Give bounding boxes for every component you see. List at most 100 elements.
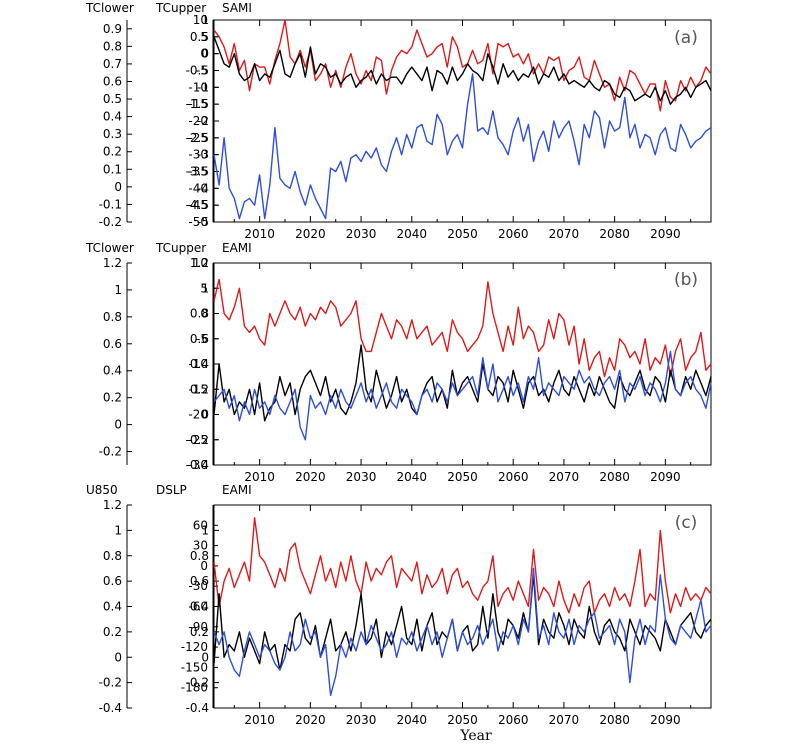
y-tick-label: -0.2 xyxy=(186,433,209,447)
x-tick-label: 2070 xyxy=(549,713,580,727)
y-tick-label: 30 xyxy=(193,539,208,553)
y-tick-label: -35 xyxy=(188,165,208,179)
y-tick-label: -0.2 xyxy=(99,676,122,690)
y-tick-label: -50 xyxy=(188,215,208,229)
y-tick-label: -15 xyxy=(188,382,208,396)
y-tick-label: 0.4 xyxy=(103,600,122,614)
x-tick-label: 2080 xyxy=(599,713,630,727)
y-tick-label: 0.6 xyxy=(103,574,122,588)
y-tick-label: 0 xyxy=(200,307,208,321)
y-tick-label: -30 xyxy=(188,579,208,593)
x-tick-label: 2040 xyxy=(397,713,428,727)
axis-header: EAMI xyxy=(222,241,252,255)
series-line-red xyxy=(213,19,712,112)
y-tick-label: 0.6 xyxy=(103,337,122,351)
y-tick-label: 0 xyxy=(114,650,122,664)
y-tick-label: 1.2 xyxy=(103,498,122,512)
x-tick-label: 2040 xyxy=(397,470,428,484)
y-tick-label: -10 xyxy=(188,80,208,94)
y-tick-label: 0.2 xyxy=(103,145,122,159)
y-tick-label: -0.5 xyxy=(186,64,209,78)
x-tick-label: 2040 xyxy=(397,227,428,241)
x-tick-label: 2020 xyxy=(295,470,326,484)
x-tick-label: 2030 xyxy=(346,470,377,484)
y-tick-label: -180 xyxy=(181,681,208,695)
y-tick-label: 1 xyxy=(114,283,122,297)
x-tick-label: 2010 xyxy=(244,713,275,727)
x-tick-label: 2050 xyxy=(447,227,478,241)
y-tick-label: -25 xyxy=(188,433,208,447)
y-tick-label: 0.7 xyxy=(103,57,122,71)
y-tick-label: 1.2 xyxy=(103,256,122,270)
x-tick-label: 2060 xyxy=(498,227,529,241)
axis-header: TClower xyxy=(85,1,134,15)
y-tick-label: 1.2 xyxy=(190,256,209,270)
y-tick-label: 0.3 xyxy=(103,127,122,141)
y-tick-label: -20 xyxy=(188,114,208,128)
x-tick-label: 2020 xyxy=(295,227,326,241)
x-tick-label: 2010 xyxy=(244,470,275,484)
series-line-blue xyxy=(213,73,712,220)
x-tick-label: 2030 xyxy=(346,227,377,241)
y-tick-label: 0 xyxy=(201,47,209,61)
y-tick-label: 0 xyxy=(114,418,122,432)
y-tick-label: 0.4 xyxy=(190,600,209,614)
y-tick-label: -90 xyxy=(188,620,208,634)
x-tick-label: 2090 xyxy=(650,227,681,241)
x-tick-label: 2070 xyxy=(549,470,580,484)
y-tick-label: 1 xyxy=(201,13,209,27)
x-tick-label: 2080 xyxy=(599,227,630,241)
panel-label: (b) xyxy=(674,270,698,290)
y-tick-label: -2.5 xyxy=(186,131,209,145)
y-tick-label: -20 xyxy=(188,408,208,422)
x-axis-title: Year xyxy=(459,728,492,744)
x-tick-label: 2070 xyxy=(549,227,580,241)
y-tick-label: 0.5 xyxy=(103,92,122,106)
y-tick-label: 0.4 xyxy=(103,110,122,124)
y-tick-label: 0.2 xyxy=(103,625,122,639)
y-tick-label: 0.2 xyxy=(103,391,122,405)
y-tick-label: -45 xyxy=(188,198,208,212)
y-tick-label: 0 xyxy=(200,47,208,61)
y-tick-label: -4 xyxy=(197,181,209,195)
y-tick-label: 0.4 xyxy=(103,364,122,378)
axis-header: EAMI xyxy=(222,483,252,497)
y-tick-label: -30 xyxy=(188,148,208,162)
axis-header: DSLP xyxy=(156,483,187,497)
y-tick-label: -5 xyxy=(196,64,208,78)
axis-header: U850 xyxy=(86,483,118,497)
y-tick-label: -30 xyxy=(188,458,208,472)
y-tick-label: -3 xyxy=(197,148,209,162)
y-tick-label: -0.2 xyxy=(99,445,122,459)
panel-a: TClower TCupper SAMI 0.9 0.8 0.7 0.6 0.5 0.4 0.3 0… xyxy=(85,1,712,241)
y-tick-label: 10 xyxy=(193,256,208,270)
y-tick-label: 0.2 xyxy=(190,625,209,639)
panel-label: (a) xyxy=(674,28,698,48)
y-tick-label: 0.1 xyxy=(103,162,122,176)
y-tick-label: 0.8 xyxy=(103,549,122,563)
y-tick-label: 0.8 xyxy=(190,307,209,321)
panel-b: TClower TCupper EAMI 1.2 1 0.8 0.6 0.4 0.2 0 -0.2 1… xyxy=(85,241,712,484)
x-tick-label: 2030 xyxy=(346,713,377,727)
y-tick-label: -25 xyxy=(188,131,208,145)
y-tick-label: -0.4 xyxy=(186,701,209,715)
x-tick-label: 2060 xyxy=(498,713,529,727)
y-tick-label: 0 xyxy=(201,650,209,664)
y-tick-label: -150 xyxy=(181,660,208,674)
y-tick-label: -10 xyxy=(188,357,208,371)
plot-frame xyxy=(213,262,712,466)
y-tick-label: -3.5 xyxy=(186,165,209,179)
plot-frame xyxy=(213,504,712,709)
series-line-black xyxy=(213,574,712,671)
y-tick-label: -60 xyxy=(188,600,208,614)
y-tick-label: -0.4 xyxy=(99,701,122,715)
axis-header: TCupper xyxy=(155,241,206,255)
y-tick-label: 0.8 xyxy=(103,39,122,53)
panel-label: (c) xyxy=(675,513,698,533)
y-tick-label: 0.8 xyxy=(190,549,209,563)
series-line-red xyxy=(213,278,712,378)
y-tick-label: -5 xyxy=(197,215,209,229)
axis-header: TCupper xyxy=(155,1,206,15)
y-tick-label: 10 xyxy=(193,13,208,27)
